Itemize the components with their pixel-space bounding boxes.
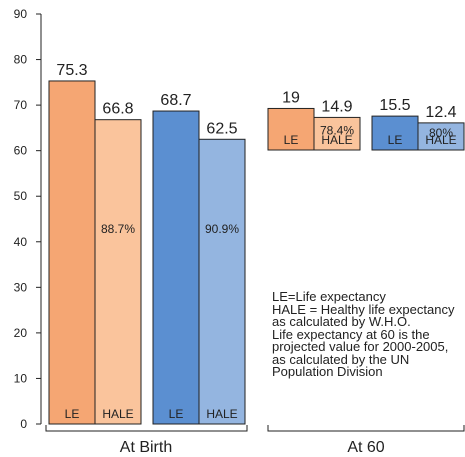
- bar-series-label: HALE: [206, 407, 237, 421]
- bar-series-label: LE: [65, 407, 80, 421]
- bar-value-label: 62.5: [206, 120, 237, 137]
- group-label: At 60: [347, 439, 384, 456]
- note-at-60-source: Life expectancy at 60 is the projected v…: [272, 326, 449, 379]
- bar-value-label: 75.3: [56, 62, 87, 79]
- y-tick-label: 70: [14, 98, 28, 112]
- hale-percent-label: 78.4%: [320, 123, 354, 137]
- note-hale-definition: HALE = Healthy life expectancy as calcul…: [272, 301, 455, 329]
- bar-at-60-le: [267, 107, 315, 151]
- hale-percent-label: 80%: [429, 126, 453, 140]
- group-axes: At Birth At 60: [45, 425, 465, 456]
- bar-series-label: LE: [169, 407, 184, 421]
- y-tick-label: 50: [14, 189, 28, 203]
- bar-value-label: 66.8: [102, 101, 133, 118]
- bar-value-label: 15.5: [379, 97, 410, 114]
- bar-series-label: HALE: [425, 133, 456, 147]
- bar-series-label: LE: [388, 133, 403, 147]
- bar-at-60-hale: [313, 116, 361, 151]
- chart-notes: LE=Life expectancy HALE = Healthy life e…: [272, 289, 462, 379]
- bar-at-60-hale: [417, 122, 465, 151]
- group-bracket: [267, 425, 465, 432]
- bars: 75.3 LE 66.8 HALE 88.7% 68.7 LE 62.5 HALE 90.9% 19…: [48, 62, 465, 425]
- bar-series-label: LE: [284, 133, 299, 147]
- y-tick-label: 30: [14, 280, 28, 294]
- y-tick-label: 40: [14, 235, 28, 249]
- bar-at-60-le: [371, 115, 419, 151]
- bar-at-birth-le: [152, 110, 200, 425]
- bar-series-label: HALE: [321, 133, 352, 147]
- hale-percent-label: 88.7%: [101, 222, 135, 236]
- bar-value-label: 14.9: [321, 98, 352, 115]
- y-tick-label: 60: [14, 144, 28, 158]
- bar-at-birth-hale: [94, 119, 142, 425]
- bar-value-label: 12.4: [425, 104, 456, 121]
- bar-at-birth-le: [48, 80, 96, 425]
- y-axis: 0 10 20 30 40 50 60 70 80 90: [14, 7, 42, 431]
- bar-value-label: 19: [282, 89, 300, 106]
- bar-at-birth-hale: [198, 138, 246, 425]
- y-tick-label: 80: [14, 53, 28, 67]
- group-bracket: [45, 425, 248, 432]
- y-tick-label: 20: [14, 326, 28, 340]
- bar-value-label: 68.7: [160, 92, 191, 109]
- bar-series-label: HALE: [102, 407, 133, 421]
- group-label: At Birth: [120, 439, 172, 456]
- y-tick-label: 10: [14, 371, 28, 385]
- y-tick-label: 0: [20, 417, 27, 431]
- note-le-definition: LE=Life expectancy: [272, 289, 386, 304]
- y-tick-label: 90: [14, 7, 28, 21]
- hale-percent-label: 90.9%: [205, 222, 239, 236]
